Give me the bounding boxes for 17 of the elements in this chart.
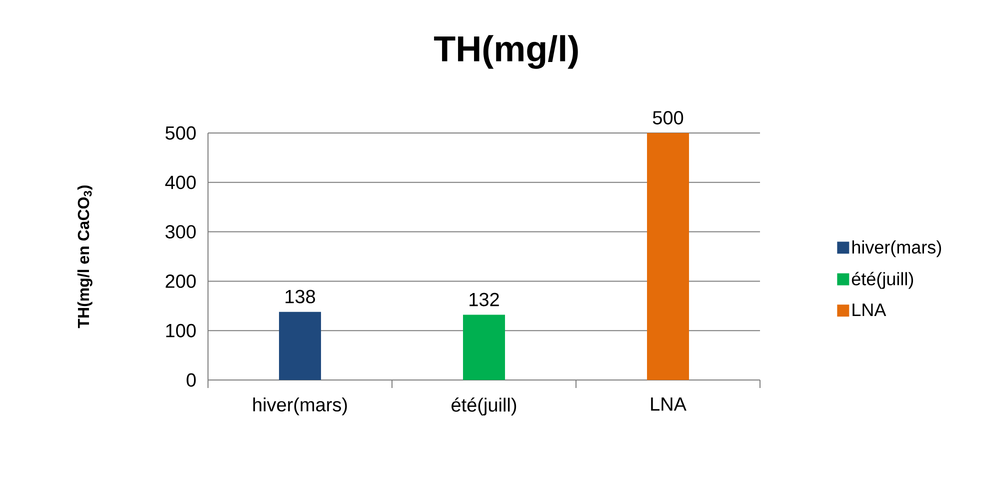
data-label: 500 (652, 111, 684, 124)
y-tick-label: 300 (166, 225, 196, 239)
y-tick-label: 500 (166, 126, 196, 140)
x-tick-label: hiver(mars) (253, 398, 347, 416)
y-axis-title: TH(mg/l en CaCO$_{3}$) (77, 185, 92, 328)
x-tick-label: LNA (651, 398, 686, 411)
y-tick-label: 400 (165, 176, 196, 190)
chart-title: TH(mg/l) (434, 35, 578, 69)
legend-label: LNA (852, 304, 886, 316)
y-tick-label: 0 (186, 373, 196, 387)
data-label: 132 (470, 292, 499, 306)
x-tick-label: été(juill) (452, 398, 516, 416)
y-tick-label: 100 (166, 324, 196, 338)
legend-label: hiver(mars) (852, 240, 942, 258)
data-label: 138 (286, 290, 316, 304)
legend-label: été(juill) (852, 272, 914, 289)
y-tick-label: 200 (166, 274, 196, 288)
